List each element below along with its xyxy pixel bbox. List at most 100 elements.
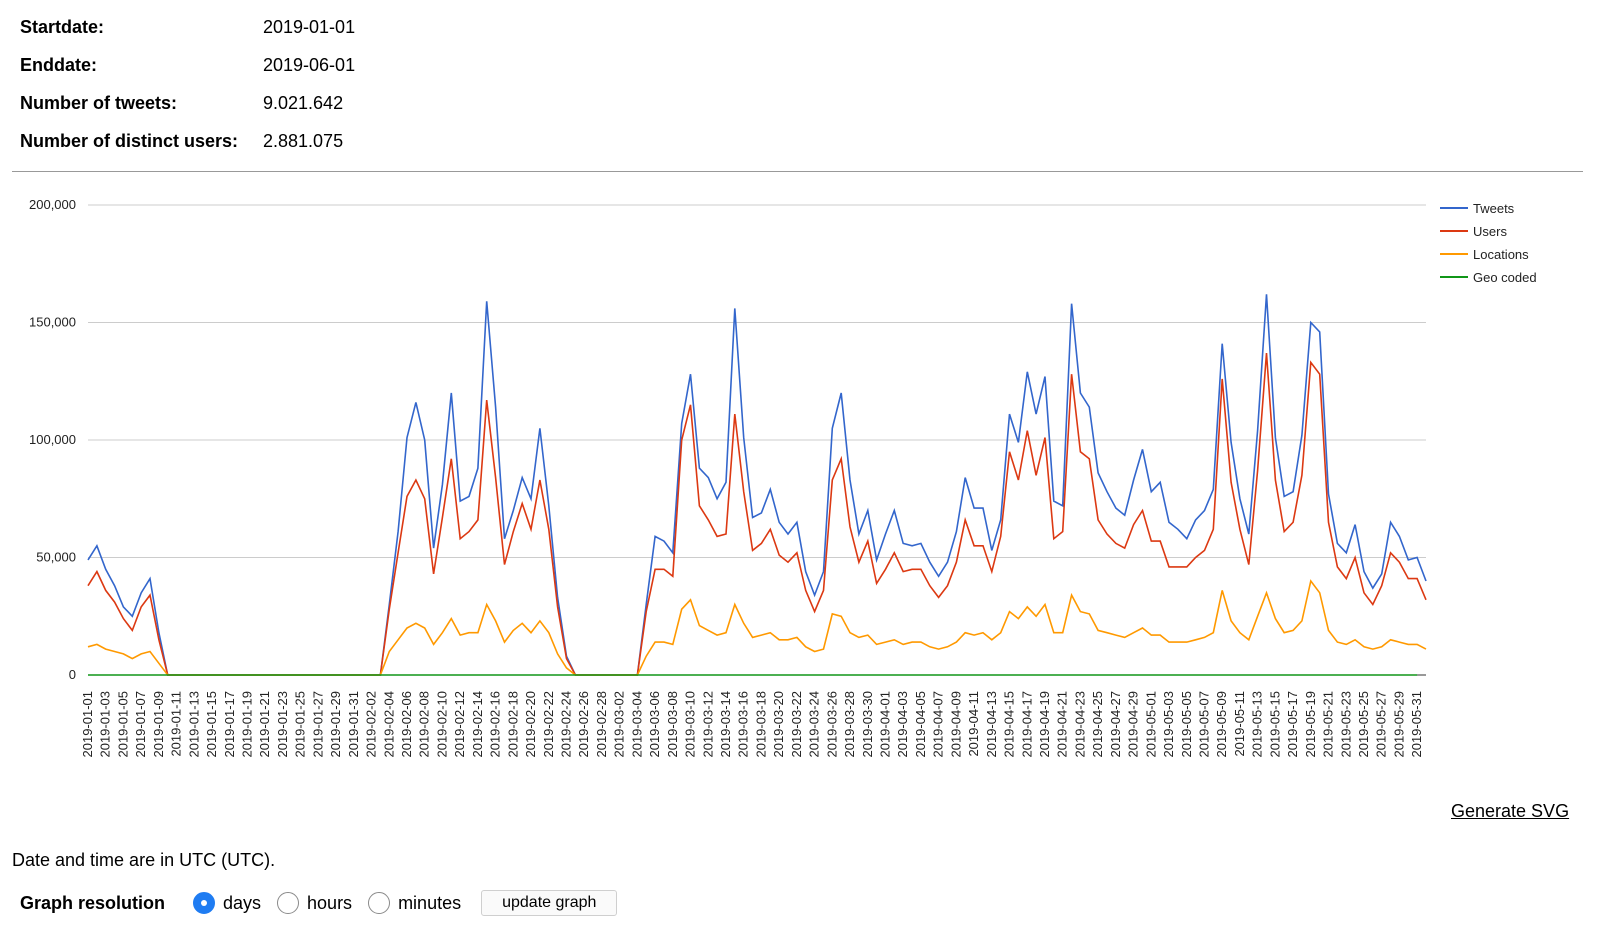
tweets-count-label: Number of tweets:	[20, 92, 178, 113]
x-tick-label: 2019-02-24	[558, 691, 573, 758]
x-tick-label: 2019-03-26	[824, 691, 839, 758]
y-tick-label: 150,000	[29, 315, 76, 330]
generate-svg-link[interactable]: Generate SVG	[1451, 801, 1570, 821]
x-tick-label: 2019-03-28	[842, 691, 857, 758]
enddate-value: 2019-06-01	[263, 54, 356, 75]
distinct-users-label: Number of distinct users:	[20, 130, 239, 151]
x-tick-label: 2019-04-11	[966, 691, 981, 757]
x-tick-label: 2019-01-01	[80, 691, 95, 758]
stat-row-users: Number of distinct users: 2.881.075	[20, 122, 355, 160]
x-tick-label: 2019-05-09	[1214, 691, 1229, 758]
x-tick-label: 2019-01-11	[169, 691, 184, 757]
y-tick-label: 200,000	[29, 197, 76, 212]
x-tick-label: 2019-03-22	[789, 691, 804, 758]
x-tick-label: 2019-01-17	[222, 691, 237, 758]
x-tick-label: 2019-01-07	[133, 691, 148, 758]
graph-resolution-label: Graph resolution	[20, 892, 166, 913]
x-tick-label: 2019-02-28	[594, 691, 609, 758]
x-tick-label: 2019-03-10	[683, 691, 698, 758]
series-line-locations	[87, 579, 1427, 676]
x-tick-label: 2019-02-20	[523, 691, 538, 758]
startdate-value: 2019-01-01	[263, 16, 356, 37]
x-tick-label: 2019-03-20	[771, 691, 786, 758]
stats-table: Startdate: 2019-01-01 Enddate: 2019-06-0…	[20, 8, 355, 160]
x-tick-label: 2019-05-21	[1321, 691, 1336, 758]
legend-label-users: Users	[1473, 224, 1507, 239]
hours-radio[interactable]	[277, 892, 300, 914]
x-tick-label: 2019-04-07	[931, 691, 946, 758]
legend-label-locations: Locations	[1473, 247, 1529, 262]
days-option-label: days	[223, 892, 262, 913]
graph-resolution-controls: Graph resolution days hours minutes upda…	[20, 890, 618, 916]
timezone-note: Date and time are in UTC (UTC).	[12, 850, 276, 870]
enddate-label: Enddate:	[20, 54, 98, 75]
x-tick-label: 2019-03-08	[665, 691, 680, 758]
y-tick-label: 100,000	[29, 432, 76, 447]
x-tick-label: 2019-03-14	[718, 691, 733, 758]
series-line-tweets	[87, 294, 1427, 676]
x-tick-label: 2019-05-25	[1356, 691, 1371, 758]
x-tick-label: 2019-02-10	[434, 691, 449, 758]
x-tick-label: 2019-01-15	[204, 691, 219, 758]
x-tick-label: 2019-03-16	[736, 691, 751, 758]
x-tick-label: 2019-03-06	[647, 691, 662, 758]
x-tick-label: 2019-02-06	[399, 691, 414, 758]
x-tick-label: 2019-01-29	[328, 691, 343, 758]
x-tick-label: 2019-05-17	[1285, 691, 1300, 758]
x-tick-label: 2019-02-18	[505, 691, 520, 758]
x-tick-label: 2019-03-24	[807, 691, 822, 758]
stat-row-startdate: Startdate: 2019-01-01	[20, 8, 355, 46]
minutes-option-label: minutes	[398, 892, 462, 913]
x-tick-label: 2019-04-25	[1090, 691, 1105, 758]
stat-row-tweets: Number of tweets: 9.021.642	[20, 84, 355, 122]
x-tick-label: 2019-03-30	[860, 691, 875, 758]
x-tick-label: 2019-04-05	[913, 691, 928, 758]
x-tick-label: 2019-01-03	[98, 691, 113, 758]
tweets-count-value: 9.021.642	[263, 92, 344, 113]
distinct-users-value: 2.881.075	[263, 130, 344, 151]
x-tick-label: 2019-04-23	[1072, 691, 1087, 758]
legend-label-tweets: Tweets	[1473, 201, 1515, 216]
x-tick-label: 2019-04-15	[1002, 691, 1017, 758]
x-tick-label: 2019-05-01	[1143, 691, 1158, 758]
x-tick-label: 2019-05-23	[1338, 691, 1353, 758]
resolution-option-days[interactable]: days	[193, 892, 261, 914]
x-tick-label: 2019-05-15	[1267, 691, 1282, 758]
x-tick-label: 2019-02-22	[541, 691, 556, 758]
x-tick-label: 2019-03-02	[612, 691, 627, 758]
x-tick-label: 2019-04-09	[948, 691, 963, 758]
x-tick-label: 2019-02-02	[364, 691, 379, 758]
x-tick-label: 2019-01-21	[257, 691, 272, 758]
x-tick-label: 2019-05-19	[1303, 691, 1318, 758]
y-tick-label: 0	[69, 667, 76, 682]
hours-option-label: hours	[307, 892, 353, 913]
x-tick-label: 2019-01-19	[239, 691, 254, 758]
x-tick-label: 2019-05-29	[1391, 691, 1406, 758]
x-tick-label: 2019-05-05	[1179, 691, 1194, 758]
x-tick-label: 2019-02-16	[488, 691, 503, 758]
resolution-option-minutes[interactable]: minutes	[368, 892, 461, 914]
x-tick-label: 2019-02-26	[576, 691, 591, 758]
x-tick-label: 2019-05-03	[1161, 691, 1176, 758]
legend-label-geo-coded: Geo coded	[1473, 270, 1537, 285]
x-tick-label: 2019-04-03	[895, 691, 910, 758]
x-tick-label: 2019-02-12	[452, 691, 467, 758]
x-tick-label: 2019-01-09	[151, 691, 166, 758]
x-tick-label: 2019-02-14	[470, 691, 485, 758]
x-tick-label: 2019-04-19	[1037, 691, 1052, 758]
x-tick-label: 2019-05-31	[1409, 691, 1424, 758]
x-tick-label: 2019-03-12	[700, 691, 715, 758]
update-graph-button[interactable]: update graph	[481, 890, 618, 916]
resolution-option-hours[interactable]: hours	[277, 892, 352, 914]
x-tick-label: 2019-05-11	[1232, 691, 1247, 757]
days-radio[interactable]	[193, 892, 215, 914]
x-tick-label: 2019-04-01	[877, 691, 892, 758]
x-tick-label: 2019-01-13	[186, 691, 201, 758]
x-tick-label: 2019-04-29	[1126, 691, 1141, 758]
x-tick-label: 2019-01-31	[346, 691, 361, 758]
x-tick-label: 2019-04-21	[1055, 691, 1070, 758]
x-tick-label: 2019-04-17	[1019, 691, 1034, 758]
minutes-radio[interactable]	[368, 892, 391, 914]
x-tick-label: 2019-03-18	[753, 691, 768, 758]
